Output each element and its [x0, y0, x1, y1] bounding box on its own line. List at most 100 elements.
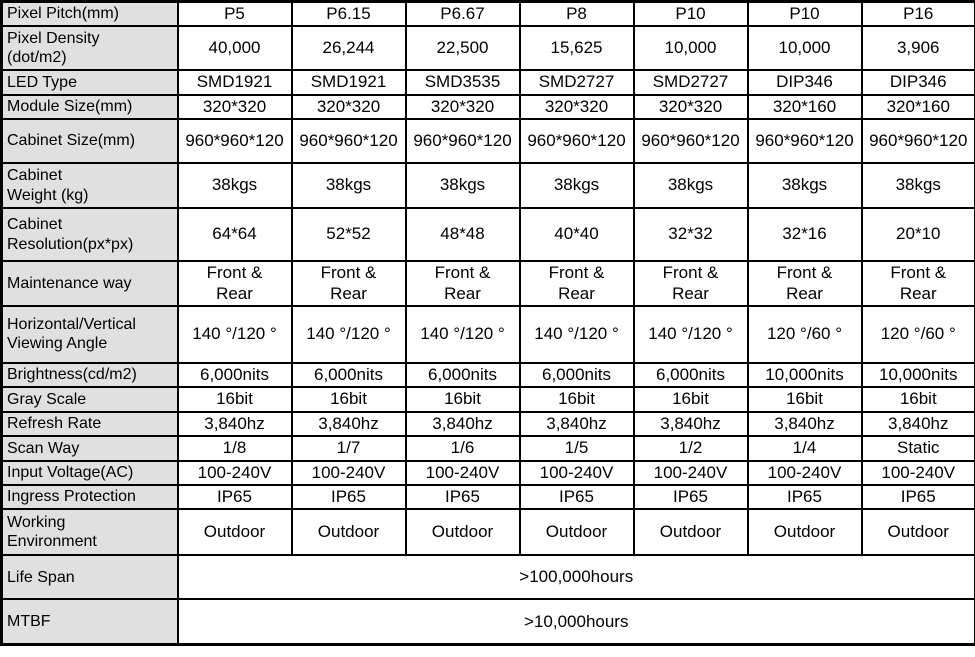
- row-label: Horizontal/Vertical Viewing Angle: [0, 304, 179, 364]
- spec-cell: 6,000nits: [632, 361, 749, 389]
- spec-cell: 6,000nits: [176, 361, 293, 389]
- table-row: Brightness(cd/m2) 6,000nits 6,000nits 6,000…: [0, 361, 975, 389]
- spec-cell: 320*320: [176, 93, 293, 121]
- spec-cell: 16bit: [746, 386, 863, 413]
- spec-cell: 15,625: [518, 25, 635, 72]
- spec-cell: 100-240V: [632, 459, 749, 486]
- table-row: Pixel Density (dot/m2) 40,000 26,244 22,500…: [0, 25, 975, 72]
- spec-cell: 1/4: [746, 435, 863, 462]
- spec-cell: 48*48: [404, 207, 521, 263]
- row-label: Brightness(cd/m2): [0, 361, 179, 389]
- table-row: Scan Way 1/8 1/7 1/6 1/5 1/2 1/4 Static: [0, 435, 975, 462]
- spec-cell: P6.67: [404, 0, 521, 28]
- spec-cell: 22,500: [404, 25, 521, 72]
- spec-cell: 3,840hz: [290, 410, 407, 438]
- spec-cell: 38kgs: [518, 162, 635, 210]
- spec-cell: Outdoor: [632, 508, 749, 557]
- spec-cell: IP65: [176, 483, 293, 511]
- spec-cell: 120 °/60 °: [746, 304, 863, 364]
- spec-cell: P8: [518, 0, 635, 28]
- table-row: Input Voltage(AC) 100-240V 100-240V 100-240…: [0, 459, 975, 486]
- spec-cell: 16bit: [404, 386, 521, 413]
- spec-cell: 26,244: [290, 25, 407, 72]
- row-label: Pixel Density (dot/m2): [0, 25, 179, 72]
- spec-cell: Static: [860, 435, 975, 462]
- spec-cell: 960*960*120: [290, 118, 407, 165]
- row-label: Gray Scale: [0, 386, 179, 413]
- spec-cell: P5: [176, 0, 293, 28]
- spec-cell: 1/2: [632, 435, 749, 462]
- spec-cell: 6,000nits: [290, 361, 407, 389]
- spec-cell: SMD2727: [518, 69, 635, 96]
- spec-cell: 3,840hz: [518, 410, 635, 438]
- table-row: Module Size(mm) 320*320 320*320 320*320 320*…: [0, 93, 975, 121]
- table-row: Maintenance way Front & Rear Front & Rear F…: [0, 260, 975, 307]
- table-row: Cabinet Resolution(px*px) 64*64 52*52 48*48…: [0, 207, 975, 263]
- spec-cell: SMD1921: [176, 69, 293, 96]
- table-row: LED Type SMD1921 SMD1921 SMD3535 SMD2727 SMD2…: [0, 69, 975, 96]
- spec-cell: Front & Rear: [746, 260, 863, 307]
- spec-cell: 100-240V: [746, 459, 863, 486]
- spec-cell: 3,840hz: [632, 410, 749, 438]
- row-label: Cabinet Size(mm): [0, 118, 179, 165]
- spec-cell: 10,000: [746, 25, 863, 72]
- spec-cell: IP65: [290, 483, 407, 511]
- spec-cell: DIP346: [860, 69, 975, 96]
- table-row: Working Environment Outdoor Outdoor Outdoor…: [0, 508, 975, 557]
- spec-cell: 52*52: [290, 207, 407, 263]
- spec-cell: 38kgs: [746, 162, 863, 210]
- spec-cell: P10: [746, 0, 863, 28]
- spec-cell: IP65: [518, 483, 635, 511]
- spec-cell: 16bit: [290, 386, 407, 413]
- table-row: Ingress Protection IP65 IP65 IP65 IP65 IP65 IP…: [0, 483, 975, 511]
- row-label: MTBF: [0, 598, 179, 646]
- spec-cell: 140 °/120 °: [176, 304, 293, 364]
- row-label: Input Voltage(AC): [0, 459, 179, 486]
- spec-cell: 320*320: [632, 93, 749, 121]
- spec-cell: 64*64: [176, 207, 293, 263]
- spec-cell: 3,906: [860, 25, 975, 72]
- spec-cell: 100-240V: [860, 459, 975, 486]
- spec-cell: 320*320: [290, 93, 407, 121]
- spec-cell: Outdoor: [518, 508, 635, 557]
- row-label: Refresh Rate: [0, 410, 179, 438]
- spec-cell: 38kgs: [404, 162, 521, 210]
- spec-cell: 32*32: [632, 207, 749, 263]
- spec-cell: 320*320: [404, 93, 521, 121]
- spec-cell: Outdoor: [860, 508, 975, 557]
- spec-cell: SMD2727: [632, 69, 749, 96]
- spec-cell: 40*40: [518, 207, 635, 263]
- row-label: LED Type: [0, 69, 179, 96]
- spec-cell: 1/6: [404, 435, 521, 462]
- table-row: Gray Scale 16bit 16bit 16bit 16bit 16bit 16bit…: [0, 386, 975, 413]
- spec-cell: IP65: [632, 483, 749, 511]
- row-label: Maintenance way: [0, 260, 179, 307]
- spec-cell: 32*16: [746, 207, 863, 263]
- spec-cell: Outdoor: [404, 508, 521, 557]
- table-row: Life Span >100,000hours: [0, 554, 975, 601]
- row-label: Module Size(mm): [0, 93, 179, 121]
- spec-cell: 3,840hz: [746, 410, 863, 438]
- spec-span-cell: >10,000hours: [176, 598, 975, 646]
- table-row: MTBF >10,000hours: [0, 598, 975, 646]
- spec-cell: 16bit: [176, 386, 293, 413]
- spec-cell: 960*960*120: [518, 118, 635, 165]
- spec-cell: Front & Rear: [404, 260, 521, 307]
- spec-cell: SMD1921: [290, 69, 407, 96]
- row-label: Ingress Protection: [0, 483, 179, 511]
- table-row: Horizontal/Vertical Viewing Angle 140 °/1…: [0, 304, 975, 364]
- spec-cell: 100-240V: [176, 459, 293, 486]
- spec-cell: 960*960*120: [176, 118, 293, 165]
- spec-cell: 10,000nits: [860, 361, 975, 389]
- spec-cell: 320*160: [746, 93, 863, 121]
- spec-cell: 38kgs: [176, 162, 293, 210]
- spec-cell: 38kgs: [632, 162, 749, 210]
- table-row: Pixel Pitch(mm) P5 P6.15 P6.67 P8 P10 P10 P16: [0, 0, 975, 28]
- spec-cell: 20*10: [860, 207, 975, 263]
- spec-cell: 16bit: [518, 386, 635, 413]
- spec-cell: IP65: [746, 483, 863, 511]
- row-label: Working Environment: [0, 508, 179, 557]
- spec-cell: 100-240V: [290, 459, 407, 486]
- spec-cell: DIP346: [746, 69, 863, 96]
